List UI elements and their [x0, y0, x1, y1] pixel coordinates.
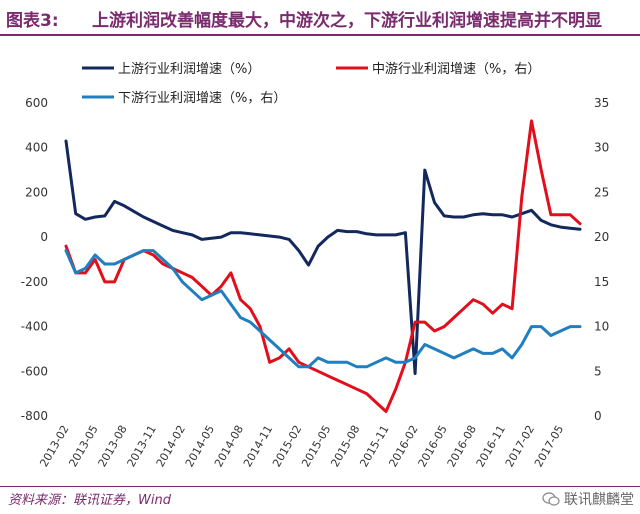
series-line-2: [64, 119, 582, 413]
watermark-text: 联讯麒麟堂: [564, 492, 634, 508]
left-y-tick-label: -800: [21, 409, 48, 423]
left-y-tick-label: -200: [21, 275, 48, 289]
x-tick-label: 2017-05: [532, 423, 566, 469]
left-y-tick-label: 400: [25, 141, 48, 155]
right-y-tick-label: 20: [594, 230, 609, 244]
title-divider: [0, 34, 640, 36]
legend-label-2: 中游行业利润增速（%，右）: [372, 62, 540, 77]
legend-label-1: 上游行业利润增速（%）: [118, 62, 260, 77]
left-y-tick-label: -400: [21, 320, 48, 334]
right-y-tick-label: 30: [594, 141, 609, 155]
left-y-axis: 600 400 200 0 -200 -400 -600 -800: [21, 96, 48, 423]
series-line-1: [64, 139, 582, 375]
footer-divider: [0, 486, 640, 487]
figure-title: 图表3: 上游利润改善幅度最大，中游次之，下游行业利润增速提高并不明显: [0, 0, 640, 34]
left-y-tick-label: 0: [40, 230, 48, 244]
legend: 上游行业利润增速（%） 中游行业利润增速（%，右） 下游行业利润增速（%，右）: [82, 62, 540, 106]
watermark: 联讯麒麟堂: [542, 486, 634, 512]
left-y-tick-label: -600: [21, 364, 48, 378]
wechat-icon: [542, 492, 560, 506]
right-y-tick-label: 5: [594, 364, 602, 378]
left-y-tick-label: 600: [25, 96, 48, 110]
legend-label-3: 下游行业利润增速（%，右）: [118, 91, 286, 106]
source-note: 资料来源：联讯证券，Wind: [8, 493, 171, 508]
figure-title-text: 上游利润改善幅度最大，中游次之，下游行业利润增速提高并不明显: [92, 11, 602, 31]
series-line-3: [64, 249, 582, 369]
right-y-tick-label: 25: [594, 185, 609, 199]
right-y-tick-label: 15: [594, 275, 609, 289]
right-y-tick-label: 0: [594, 409, 602, 423]
line-chart: 上游行业利润增速（%） 中游行业利润增速（%，右） 下游行业利润增速（%，右） 60…: [21, 62, 610, 469]
x-axis: 2013-022013-052013-082013-112014-022014-…: [37, 423, 566, 469]
right-y-axis: 35 30 25 20 15 10 5 0: [594, 96, 609, 423]
right-y-tick-label: 35: [594, 96, 609, 110]
figure-number: 图表3:: [6, 11, 59, 31]
series-lines: [64, 119, 582, 413]
left-y-tick-label: 200: [25, 185, 48, 199]
right-y-tick-label: 10: [594, 320, 609, 334]
